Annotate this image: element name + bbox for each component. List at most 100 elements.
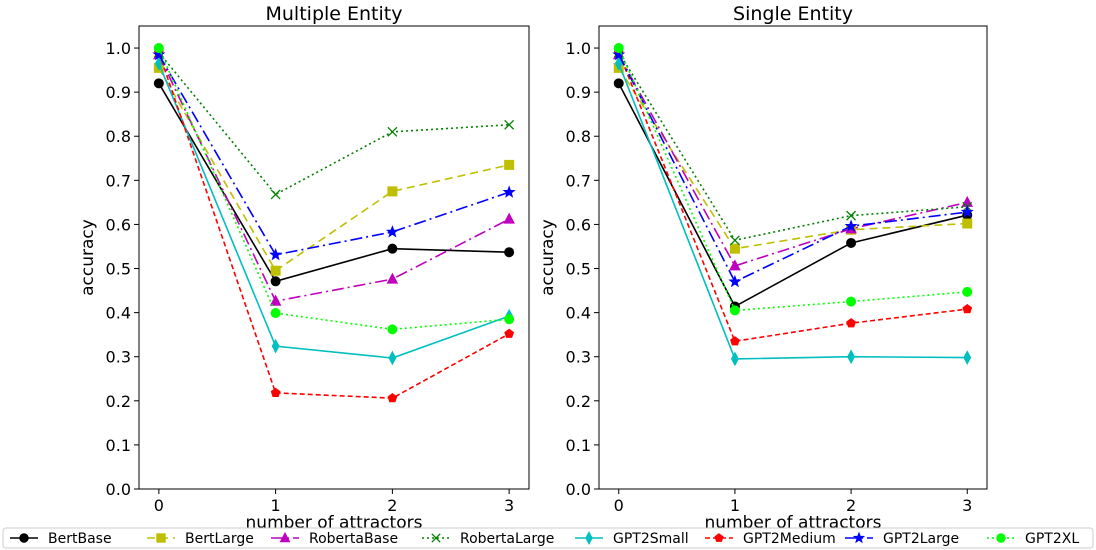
series-bertbase [613,78,973,312]
legend-marker [156,533,166,543]
legend-label: RobertaBase [309,531,398,547]
series-line [158,47,510,331]
chart-multiple-entity: Multiple Entity accuracy number of attra… [78,3,530,533]
data-point [270,189,281,200]
data-point [846,210,857,221]
plot-frame [598,25,988,490]
y-tick-label: 0.4 [566,304,591,323]
series-line [158,54,510,303]
legend-marker [852,531,866,544]
series-gpt2medium [613,47,973,346]
data-point [502,185,516,198]
plot-frame [138,25,530,490]
series-gpt2xl [153,43,515,335]
legend-entry: GPT2Small [575,531,689,547]
data-point [612,47,626,61]
data-point [613,78,624,89]
series-line [618,54,968,283]
series-line [618,67,968,250]
y-tick-label: 0.3 [106,348,131,367]
legend-label: GPT2Medium [743,531,836,547]
y-tick-label: 0.5 [566,260,591,279]
series-robertabase [153,48,515,306]
data-point [730,336,740,346]
series-line [158,54,510,256]
x-tick-label: 2 [846,496,856,515]
data-point [614,56,623,71]
legend-entry: GPT2XL [987,531,1079,547]
y-tick-label: 0.1 [566,436,591,455]
x-tick-label: 0 [154,496,164,515]
series-line [618,52,968,242]
chart-title: Multiple Entity [266,3,403,25]
data-point [269,294,282,306]
data-point [153,78,164,89]
series-line [618,63,968,360]
legend-label: GPT2XL [1025,531,1079,547]
y-tick-label: 0.8 [566,127,591,146]
legend-label: BertLarge [185,531,254,547]
series-gpt2small [614,56,972,367]
data-point [270,276,281,287]
legend-label: BertBase [48,531,112,547]
chart-single-entity: Single Entity accuracy number of attract… [538,3,988,533]
y-tick-label: 0.0 [566,480,591,499]
y-tick-label: 0.6 [566,215,591,234]
data-point [960,205,974,218]
data-point [386,272,399,284]
y-tick-label: 0.7 [106,171,131,190]
series-gpt2small [154,56,514,366]
data-point [270,308,281,319]
legend-entry: GPT2Medium [705,531,836,547]
series-line [158,63,510,359]
legend-marker [19,533,29,543]
series-gpt2xl [613,43,973,316]
data-point [503,212,515,224]
data-point [962,286,973,297]
x-tick-label: 1 [271,496,281,515]
data-point [270,387,281,398]
data-point [385,225,399,238]
series-line [618,52,968,343]
data-point [728,274,742,288]
data-point [387,186,398,197]
series-line [158,67,510,272]
data-point [504,159,515,170]
data-point [153,43,164,54]
data-point [504,328,515,338]
y-tick-label: 0.8 [106,127,131,146]
y-tick-label: 0.2 [106,392,131,411]
y-tick-label: 0.9 [566,83,591,102]
legend-marker [585,531,593,545]
data-point [504,119,515,130]
data-point [846,296,857,307]
legend-label: GPT2Small [613,531,689,547]
y-tick-label: 1.0 [566,39,591,58]
data-point [388,350,397,366]
legend-frame [2,527,1094,549]
y-tick-label: 0.6 [106,215,131,234]
legend-entry: BertBase [10,531,112,547]
data-point [961,195,974,207]
data-point [844,219,858,232]
y-axis-label: accuracy [538,219,558,296]
y-tick-label: 0.7 [566,171,591,190]
y-tick-label: 0.9 [106,83,131,102]
y-tick-label: 0.5 [106,260,131,279]
legend-marker [996,533,1006,543]
data-point [152,47,166,61]
x-tick-label: 1 [730,496,740,515]
data-point [504,247,515,258]
x-tick-label: 3 [962,496,972,515]
legend-label: RobertaLarge [460,531,554,547]
legend: BertBase BertLarge RobertaBase RobertaLarge… [2,527,1094,549]
y-axis-label: accuracy [78,219,98,296]
y-tick-label: 1.0 [106,39,131,58]
data-point [846,318,856,328]
y-tick-label: 0.0 [106,480,131,499]
legend-entry: RobertaBase [271,531,398,547]
data-point [729,235,740,246]
legend-entry: BertLarge [147,531,254,547]
series-line [618,47,968,312]
